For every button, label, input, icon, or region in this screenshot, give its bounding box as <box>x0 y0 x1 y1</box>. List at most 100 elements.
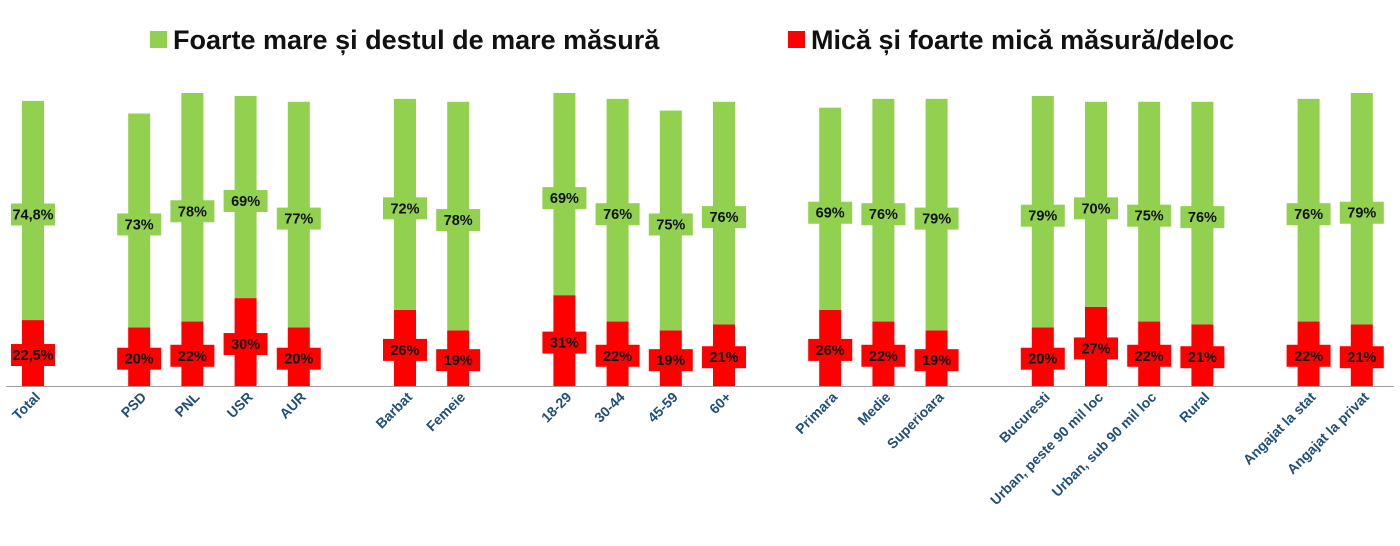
value-box-red-2 <box>170 344 215 367</box>
value-label-red-7: 31% <box>550 336 579 352</box>
x-tick-label-0: Total <box>9 389 43 423</box>
value-label-green-17: 76% <box>1188 210 1217 226</box>
value-label-red-0: 22,5% <box>12 348 53 364</box>
value-box-red-14 <box>1020 347 1065 370</box>
value-label-green-7: 69% <box>550 191 579 207</box>
value-box-green-17 <box>1180 206 1225 229</box>
value-label-green-6: 78% <box>444 213 473 229</box>
value-box-green-1 <box>117 213 162 236</box>
value-label-red-8: 22% <box>603 349 632 365</box>
value-box-green-9 <box>648 213 693 236</box>
value-box-green-15 <box>1074 197 1118 220</box>
x-tick-label-14: Bucuresti <box>996 389 1053 446</box>
value-label-red-5: 26% <box>390 343 419 359</box>
value-label-green-5: 72% <box>390 201 419 217</box>
value-box-red-0 <box>11 344 55 367</box>
x-tick-label-12: Medie <box>854 389 894 429</box>
x-tick-label-16: Urban, sub 90 mil loc <box>1048 389 1159 500</box>
legend: Foarte mare și destul de mare măsură Mic… <box>150 25 1234 55</box>
x-tick-label-1: PSD <box>118 389 150 421</box>
value-label-red-9: 19% <box>656 353 685 369</box>
value-box-red-7 <box>542 331 587 354</box>
value-box-red-18 <box>1286 344 1331 367</box>
value-box-green-14 <box>1020 204 1065 227</box>
value-label-red-17: 21% <box>1188 350 1217 366</box>
value-label-red-16: 22% <box>1135 349 1164 365</box>
value-label-red-1: 20% <box>125 352 154 368</box>
value-box-red-5 <box>383 338 427 361</box>
value-label-green-3: 69% <box>231 194 260 210</box>
value-label-green-18: 76% <box>1294 207 1323 223</box>
value-label-green-13: 79% <box>922 212 951 228</box>
x-tick-label-3: USR <box>224 389 256 421</box>
value-box-green-18 <box>1286 203 1331 226</box>
value-label-red-15: 27% <box>1081 341 1110 357</box>
value-label-green-16: 75% <box>1135 209 1164 225</box>
value-box-red-10 <box>702 346 746 369</box>
x-tick-label-13: Superioara <box>884 389 947 452</box>
legend-swatch-red <box>788 31 805 48</box>
value-box-green-12 <box>861 203 906 226</box>
x-tick-label-9: 45-59 <box>644 389 681 426</box>
value-label-green-19: 79% <box>1347 206 1376 222</box>
value-label-green-14: 79% <box>1028 209 1057 225</box>
value-label-green-8: 76% <box>603 207 632 223</box>
value-label-red-13: 19% <box>922 353 951 369</box>
value-label-red-3: 30% <box>231 337 260 353</box>
value-label-red-4: 20% <box>284 352 313 368</box>
value-label-green-4: 77% <box>284 212 313 228</box>
value-box-green-3 <box>223 190 268 213</box>
value-label-green-11: 69% <box>816 206 845 222</box>
value-box-red-15 <box>1074 337 1118 360</box>
value-label-green-9: 75% <box>656 217 685 233</box>
value-box-red-6 <box>436 349 481 372</box>
x-tick-labels: Total PSD PNL USR AUR Barbat Femeie 18-29 30-44 4… <box>9 388 1372 507</box>
value-box-red-12 <box>861 344 906 367</box>
value-box-green-19 <box>1339 201 1384 224</box>
value-box-red-13 <box>914 349 959 372</box>
value-box-green-5 <box>383 197 427 220</box>
value-box-green-6 <box>436 209 481 232</box>
value-box-green-7 <box>542 187 587 210</box>
value-box-red-16 <box>1127 344 1172 367</box>
legend-swatch-green <box>150 31 167 48</box>
legend-label-green: Foarte mare și destul de mare măsură <box>173 25 660 55</box>
value-box-green-10 <box>702 206 746 229</box>
value-box-red-17 <box>1180 346 1225 369</box>
value-label-red-2: 22% <box>178 349 207 365</box>
value-label-red-11: 26% <box>816 343 845 359</box>
value-label-red-14: 20% <box>1028 352 1057 368</box>
value-label-green-2: 78% <box>178 204 207 220</box>
value-box-red-1 <box>117 347 162 370</box>
value-label-red-19: 21% <box>1347 350 1376 366</box>
value-label-red-12: 22% <box>869 349 898 365</box>
value-box-green-11 <box>808 201 853 224</box>
x-tick-label-17: Rural <box>1176 389 1213 426</box>
value-box-red-19 <box>1339 346 1384 369</box>
value-label-red-10: 21% <box>709 350 738 366</box>
legend-label-red: Mică și foarte mică măsură/deloc <box>811 25 1234 55</box>
value-box-green-16 <box>1127 204 1172 227</box>
value-box-green-4 <box>276 207 321 230</box>
value-box-red-3 <box>223 333 268 356</box>
x-tick-label-6: Femeie <box>423 389 469 435</box>
x-tick-label-11: Primara <box>792 389 840 437</box>
x-tick-label-5: Barbat <box>372 389 415 432</box>
value-label-green-15: 70% <box>1081 201 1110 217</box>
value-box-red-8 <box>595 344 640 367</box>
x-tick-label-2: PNL <box>171 388 202 419</box>
value-box-red-9 <box>648 349 693 372</box>
value-label-green-10: 76% <box>709 210 738 226</box>
value-labels: 22,5% 74,8% 20% 73% 22% 78% 30% 69% 20% 77% 26% 72%… <box>11 187 1384 372</box>
x-tick-label-7: 18-29 <box>538 389 575 426</box>
value-label-red-6: 19% <box>444 353 473 369</box>
x-tick-label-10: 60+ <box>706 389 734 417</box>
value-box-green-0 <box>11 203 55 226</box>
value-box-green-2 <box>170 200 215 223</box>
value-label-green-12: 76% <box>869 207 898 223</box>
value-label-red-18: 22% <box>1294 349 1323 365</box>
value-label-green-0: 74,8% <box>12 207 53 223</box>
value-box-red-4 <box>276 347 321 370</box>
value-label-green-1: 73% <box>125 217 154 233</box>
